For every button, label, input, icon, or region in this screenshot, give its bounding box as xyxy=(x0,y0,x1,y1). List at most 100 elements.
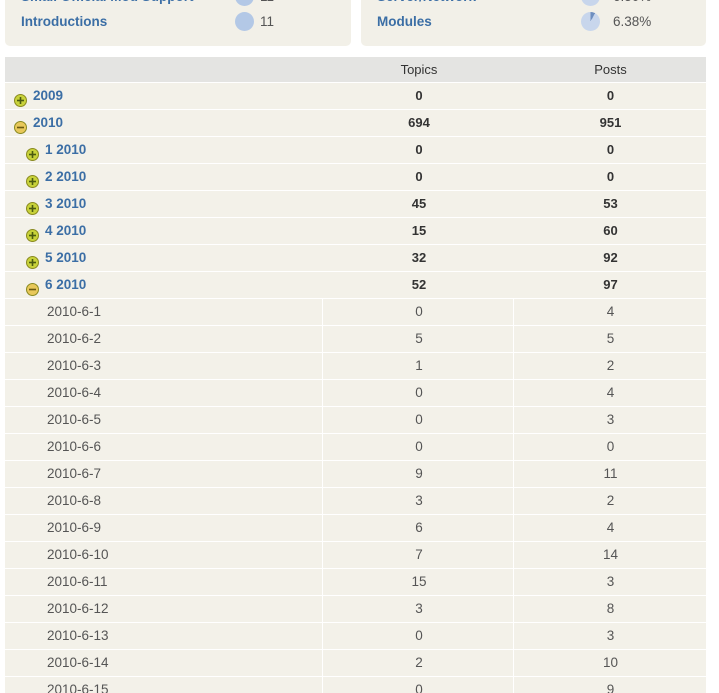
col-divider xyxy=(322,353,323,379)
topics-cell: 52 xyxy=(411,277,427,292)
header-topics: Topics xyxy=(400,62,438,77)
posts-cell: 951 xyxy=(599,115,622,130)
table-row: 2010-6-7 9 11 xyxy=(5,460,706,487)
posts-cell: 14 xyxy=(602,547,619,562)
panel-value: 6.50% xyxy=(613,0,651,9)
table-row: 2010-6-5 0 3 xyxy=(5,406,706,433)
pie-icon xyxy=(581,0,600,6)
pie-icon xyxy=(581,12,600,31)
bar-dot xyxy=(235,0,254,6)
table-row: 1 2010 0 0 xyxy=(5,136,706,163)
posts-cell: 9 xyxy=(606,682,615,693)
topics-cell: 0 xyxy=(415,169,423,184)
col-divider xyxy=(322,299,323,325)
topics-cell: 0 xyxy=(415,385,423,400)
table-row: 5 2010 32 92 xyxy=(5,244,706,271)
posts-cell: 8 xyxy=(606,601,615,616)
col-divider xyxy=(513,569,514,595)
table-row: 2009 0 0 xyxy=(5,82,706,109)
topics-cell: 0 xyxy=(415,682,423,693)
col-divider xyxy=(513,461,514,487)
col-divider xyxy=(322,596,323,622)
stats-panel: Server/Network 6.50% Modules 6.38% xyxy=(361,0,706,46)
forum-link[interactable]: Introductions xyxy=(21,14,108,29)
expand-icon[interactable] xyxy=(14,90,27,107)
panel-row: Introductions 11 xyxy=(5,9,351,34)
posts-cell: 4 xyxy=(606,304,615,319)
period-link[interactable]: 2010 xyxy=(33,115,64,130)
posts-cell: 53 xyxy=(603,196,618,211)
stats-table: Topics Posts 2009 0 0 2010 694 951 1 2010 0 0 2 201… xyxy=(5,57,706,693)
period-link[interactable]: 3 2010 xyxy=(45,196,87,211)
col-divider xyxy=(322,380,323,406)
expand-icon[interactable] xyxy=(26,144,39,161)
col-divider xyxy=(513,515,514,541)
table-row: 2010-6-15 0 9 xyxy=(5,676,706,693)
posts-cell: 0 xyxy=(606,88,615,103)
panel-value: 11 xyxy=(260,14,275,29)
topics-cell: 0 xyxy=(415,439,423,454)
period-link[interactable]: 5 2010 xyxy=(45,250,87,265)
table-row: 2 2010 0 0 xyxy=(5,163,706,190)
collapse-icon[interactable] xyxy=(14,117,27,134)
col-divider xyxy=(513,623,514,649)
panel-row: Modules 6.38% xyxy=(361,9,706,34)
col-divider xyxy=(322,542,323,568)
topics-cell: 3 xyxy=(415,601,423,616)
bar-dot xyxy=(235,12,254,31)
header-row: Topics Posts xyxy=(5,57,706,82)
forum-link[interactable]: Modules xyxy=(377,14,432,29)
topics-cell: 5 xyxy=(415,331,423,346)
expand-icon[interactable] xyxy=(26,198,39,215)
table-row: 2010-6-9 6 4 xyxy=(5,514,706,541)
period-link[interactable]: 6 2010 xyxy=(45,277,87,292)
topics-cell: 15 xyxy=(411,574,427,589)
posts-cell: 3 xyxy=(606,574,615,589)
posts-cell: 2 xyxy=(606,493,615,508)
col-divider xyxy=(322,407,323,433)
col-divider xyxy=(322,461,323,487)
topics-cell: 7 xyxy=(415,547,423,562)
table-row: 4 2010 15 60 xyxy=(5,217,706,244)
day-label: 2010-6-1 xyxy=(47,304,102,319)
day-label: 2010-6-13 xyxy=(47,628,109,643)
period-link[interactable]: 1 2010 xyxy=(45,142,87,157)
col-divider xyxy=(513,596,514,622)
col-divider xyxy=(322,677,323,693)
expand-icon[interactable] xyxy=(26,171,39,188)
forum-link[interactable]: Small Official Mod Support xyxy=(21,0,194,9)
posts-cell: 0 xyxy=(606,439,615,454)
posts-cell: 10 xyxy=(602,655,619,670)
day-label: 2010-6-14 xyxy=(47,655,109,670)
col-divider xyxy=(322,515,323,541)
col-divider xyxy=(322,650,323,676)
panel-value: 6.38% xyxy=(613,14,652,29)
table-row: 2010-6-3 1 2 xyxy=(5,352,706,379)
posts-cell: 97 xyxy=(603,277,618,292)
col-divider xyxy=(513,650,514,676)
collapse-icon[interactable] xyxy=(26,279,39,296)
posts-cell: 0 xyxy=(606,142,615,157)
table-row: 2010-6-11 15 3 xyxy=(5,568,706,595)
panel-value: 11 xyxy=(260,0,274,9)
col-divider xyxy=(513,488,514,514)
period-link[interactable]: 2009 xyxy=(33,88,64,103)
period-link[interactable]: 2 2010 xyxy=(45,169,87,184)
forum-link[interactable]: Server/Network xyxy=(377,0,476,9)
table-row: 2010 694 951 xyxy=(5,109,706,136)
panel-row: Small Official Mod Support 11 xyxy=(5,0,351,9)
expand-icon[interactable] xyxy=(26,225,39,242)
posts-cell: 92 xyxy=(603,250,618,265)
table-row: 2010-6-4 0 4 xyxy=(5,379,706,406)
topics-cell: 1 xyxy=(415,358,423,373)
col-divider xyxy=(513,677,514,693)
stats-panel: Small Official Mod Support11Introduction… xyxy=(5,0,351,46)
day-label: 2010-6-12 xyxy=(47,601,109,616)
expand-icon[interactable] xyxy=(26,252,39,269)
period-link[interactable]: 4 2010 xyxy=(45,223,87,238)
topics-cell: 15 xyxy=(411,223,427,238)
col-divider xyxy=(513,407,514,433)
topics-cell: 2 xyxy=(415,655,423,670)
col-divider xyxy=(322,326,323,352)
col-divider xyxy=(322,623,323,649)
